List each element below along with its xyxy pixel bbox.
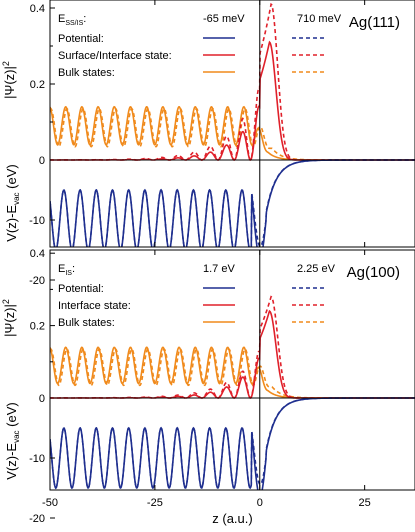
panel-title-ag100: Ag(100) xyxy=(347,264,400,281)
xlabel: z (a.u.) xyxy=(212,511,252,526)
series-bulk-solid-ag100 xyxy=(50,346,415,399)
ylabel-wavefunction-ag100: |Ψ(z)|2 xyxy=(1,299,17,337)
xtick-label: -50 xyxy=(42,497,58,509)
series-potential-dashed-ag111 xyxy=(50,159,415,247)
legend-col2-value-ag100: 2.25 eV xyxy=(297,263,336,275)
xtick-label: 0 xyxy=(257,497,263,509)
ytick-pot-label-ag111: -10 xyxy=(29,215,45,227)
ylabel-potential-ag111: V(z)-Evac (eV) xyxy=(4,164,21,241)
ytick-label-ag111: 0.4 xyxy=(30,3,45,15)
ytick-pot-label-ag100: -20 xyxy=(29,513,45,525)
legend-row-ag100: Interface state: xyxy=(58,300,131,312)
axes-layer xyxy=(49,0,415,519)
legend-row-ag111: Bulk states: xyxy=(58,67,115,79)
legend-row-ag111: Potential: xyxy=(58,33,104,45)
xtick-label: -25 xyxy=(147,497,163,509)
panel-frame-ag100 xyxy=(49,249,415,491)
text-layer: 0.4 0.2 0 -10 -20 Ag(111) ESS/IS: -65 meV 710 me… xyxy=(1,3,400,526)
ytick-pot-label-ag100: -10 xyxy=(29,453,45,465)
series-potential-dashed-ag100 xyxy=(50,397,415,490)
ylabel-wavefunction-ag111: |Ψ(z)|2 xyxy=(1,61,17,99)
panel-title-ag111: Ag(111) xyxy=(349,14,400,31)
legend-row-ag111: Surface/Interface state: xyxy=(58,50,172,62)
ytick-label-ag100: 0.2 xyxy=(30,321,45,333)
ytick-label-ag111: 0.2 xyxy=(30,79,45,91)
panel-curves-ag111 xyxy=(50,2,415,247)
legend-col1-value-ag111: -65 meV xyxy=(203,13,245,25)
ytick-pot-label-ag111: -20 xyxy=(29,275,45,287)
xtick-label: 25 xyxy=(359,497,371,509)
panel-frame-ag111 xyxy=(49,0,415,248)
ytick-label-ag100: 0 xyxy=(39,393,45,405)
legend-header-ag100: EIS: xyxy=(58,263,75,277)
legend-col1-value-ag100: 1.7 eV xyxy=(203,263,235,275)
series-bulk-dashed-ag111 xyxy=(50,107,415,161)
legend-col2-value-ag111: 710 meV xyxy=(297,13,342,25)
legend-row-ag100: Bulk states: xyxy=(58,317,115,329)
legend-row-ag100: Potential: xyxy=(58,283,104,295)
ytick-label-ag111: 0 xyxy=(39,155,45,167)
ytick-label-ag100: 0.4 xyxy=(30,248,45,260)
ylabel-potential-ag100: V(z)-Evac (eV) xyxy=(4,402,21,479)
legend-header-ag111: ESS/IS: xyxy=(58,13,86,27)
